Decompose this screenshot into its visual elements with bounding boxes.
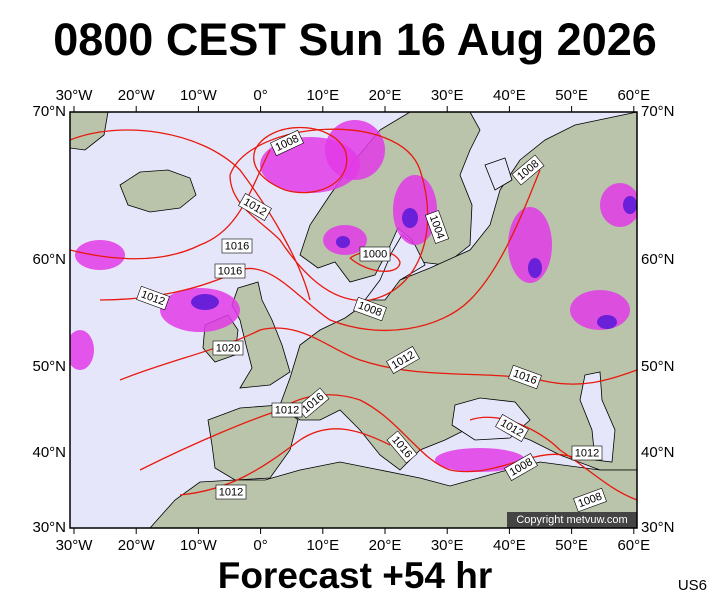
rain-area xyxy=(160,288,240,332)
latitude-label: 30°N xyxy=(641,519,675,536)
longitude-label: 50°E xyxy=(555,537,588,554)
rain-core xyxy=(336,236,350,248)
longitude-label: 30°E xyxy=(431,537,464,554)
rain-area xyxy=(600,183,637,227)
longitude-label: 60°E xyxy=(617,87,650,104)
longitude-label: 10°W xyxy=(180,87,218,104)
label-box xyxy=(214,263,246,279)
longitude-label: 30°W xyxy=(56,87,94,104)
latitude-label: 70°N xyxy=(32,103,66,120)
isobar-value: 1012 xyxy=(575,447,599,459)
label-box xyxy=(353,296,387,322)
label-box xyxy=(511,154,545,186)
longitude-label: 10°W xyxy=(180,537,218,554)
rain-core xyxy=(402,208,418,228)
copyright: Copyright metvuw.com xyxy=(516,514,627,526)
isobar xyxy=(99,169,541,331)
longitude-label: 30°W xyxy=(56,537,94,554)
longitude-label: 20°W xyxy=(118,87,156,104)
iceland xyxy=(119,169,197,213)
label-box xyxy=(136,285,170,311)
longitude-label: 20°E xyxy=(369,537,402,554)
label-box xyxy=(386,430,418,464)
longitude-label: 0° xyxy=(253,87,267,104)
label-box xyxy=(424,210,450,244)
longitude-label: 40°E xyxy=(493,87,526,104)
isobar-label: 1020 xyxy=(212,340,244,356)
isobars xyxy=(70,126,637,501)
isobar-label: 1012 xyxy=(215,484,247,500)
iberia xyxy=(207,404,299,481)
rain-area xyxy=(75,240,125,270)
longitude-label: 40°E xyxy=(493,537,526,554)
britain xyxy=(231,281,291,389)
label-box xyxy=(495,414,529,442)
latitude-label: 30°N xyxy=(32,519,66,536)
rain-core xyxy=(623,196,637,214)
longitude-label: 50°E xyxy=(555,87,588,104)
isobar xyxy=(253,126,348,194)
white-sea xyxy=(484,157,513,191)
rain-core xyxy=(191,294,219,310)
label-box xyxy=(571,445,603,461)
map-frame xyxy=(69,111,638,529)
longitude-label: 20°E xyxy=(369,87,402,104)
isobar-value: 1012 xyxy=(275,404,299,416)
rain-core xyxy=(597,315,617,329)
isobar-label: 1012 xyxy=(271,402,303,418)
rain-area xyxy=(393,175,437,245)
precipitation xyxy=(70,120,637,472)
label-box xyxy=(271,402,303,418)
region-code: US6 xyxy=(678,577,707,594)
graticule-labels: 30°W 30°W 20°W 20°W 10°W 10°W 0° 0° 10°E 10°E 20°E… xyxy=(32,87,674,554)
isobar-value: 1016 xyxy=(218,265,242,277)
isobar xyxy=(70,129,311,301)
label-box xyxy=(212,340,244,356)
latitude-label: 40°N xyxy=(32,444,66,461)
isobar xyxy=(139,409,281,471)
map-area: 1008101210161016101210201000100810041008… xyxy=(70,112,637,528)
forecast-hour: Forecast +54 hr xyxy=(218,555,493,596)
longitude-label: 0° xyxy=(253,537,267,554)
isobar-label: 1016 xyxy=(221,238,253,254)
longitude-label: 20°W xyxy=(118,537,156,554)
label-box xyxy=(238,193,272,221)
isobar-label: 1008 xyxy=(511,154,545,186)
label-box xyxy=(215,484,247,500)
label-box xyxy=(221,238,253,254)
label-box xyxy=(359,246,391,262)
label-box xyxy=(504,453,538,481)
greenland xyxy=(70,112,109,151)
isobar-label: 1012 xyxy=(571,445,603,461)
latitude-label: 50°N xyxy=(32,358,66,375)
isobar-label: 1000 xyxy=(359,246,391,262)
label-box xyxy=(573,487,607,513)
longitude-label: 10°E xyxy=(306,537,339,554)
label-box xyxy=(508,364,542,390)
longitude-label: 10°E xyxy=(306,87,339,104)
longitude-label: 30°E xyxy=(431,87,464,104)
latitude-label: 40°N xyxy=(641,444,675,461)
latitude-label: 60°N xyxy=(32,251,66,268)
isobar xyxy=(229,128,429,302)
copyright-box xyxy=(507,512,637,528)
isobar-value: 1012 xyxy=(219,486,243,498)
rain-area xyxy=(70,330,94,370)
isobar-value: 1016 xyxy=(225,240,249,252)
isobar-value: 1020 xyxy=(216,342,240,354)
label-box xyxy=(386,346,420,374)
map-title: 0800 CEST Sun 16 Aug 2026 xyxy=(53,14,657,65)
latitude-label: 70°N xyxy=(641,103,675,120)
latitude-label: 60°N xyxy=(641,251,675,268)
rain-area xyxy=(325,120,385,180)
label-box xyxy=(270,129,304,157)
isobar-value: 1000 xyxy=(363,248,387,260)
latitude-label: 50°N xyxy=(641,358,675,375)
rain-core xyxy=(528,258,542,278)
isobar xyxy=(469,416,637,501)
isobar xyxy=(70,149,271,260)
isobar-label: 1016 xyxy=(214,263,246,279)
longitude-label: 60°E xyxy=(617,537,650,554)
